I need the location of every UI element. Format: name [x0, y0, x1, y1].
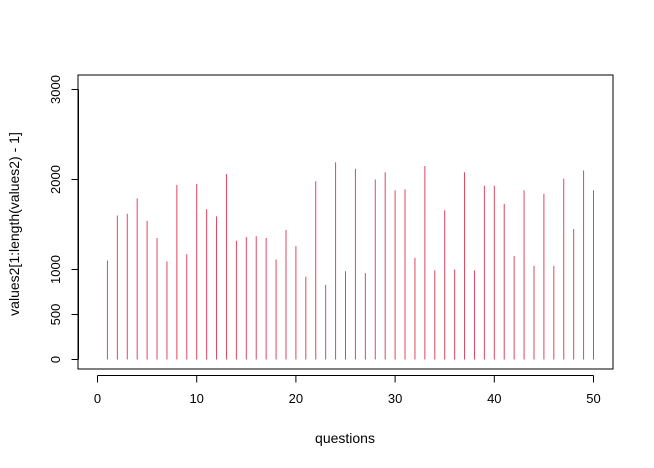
- x-axis: 0 10 20 30 40 50: [94, 375, 601, 406]
- x-tick-label-50: 50: [586, 391, 600, 406]
- y-tick-label-500: 500: [48, 304, 63, 326]
- x-tick-label-40: 40: [487, 391, 501, 406]
- y-tick-label-0: 0: [48, 356, 63, 363]
- bar-lines: [106, 162, 594, 360]
- x-tick-label-30: 30: [388, 391, 402, 406]
- x-tick-label-0: 0: [94, 391, 101, 406]
- y-tick-label-2000: 2000: [48, 165, 63, 194]
- y-axis: 0 500 1000 2000 3000: [48, 75, 79, 363]
- y-tick-label-3000: 3000: [48, 75, 63, 104]
- y-tick-label-1000: 1000: [48, 255, 63, 284]
- x-tick-label-20: 20: [289, 391, 303, 406]
- x-axis-title: questions: [315, 430, 375, 446]
- y-axis-title: values2[1:length(values2) - 1]: [6, 132, 22, 316]
- x-tick-label-10: 10: [189, 391, 203, 406]
